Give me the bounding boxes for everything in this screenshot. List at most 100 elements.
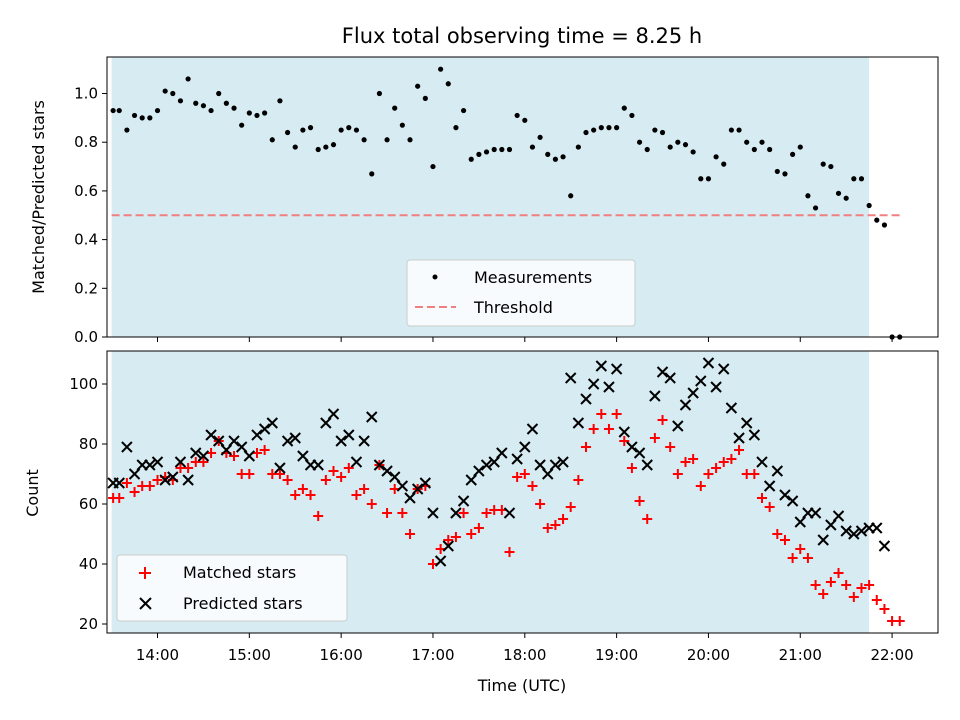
measurement-point: [675, 139, 681, 145]
measurement-point: [560, 154, 566, 160]
measurement-point: [705, 176, 712, 182]
measurement-point: [445, 81, 451, 87]
matched-star-point: [366, 499, 377, 509]
predicted-star-point: [710, 381, 722, 393]
predicted-star-point: [197, 450, 210, 462]
measurement-point: [369, 171, 375, 177]
predicted-star-point: [121, 441, 133, 453]
matched-star-point: [596, 409, 607, 419]
legend-plus-marker: [139, 567, 151, 579]
matched-star-point: [573, 475, 584, 485]
predicted-star-point: [618, 426, 630, 438]
measurement-point: [154, 107, 161, 114]
matched-star-point: [458, 508, 469, 518]
matched-star-point: [359, 484, 370, 494]
matched-star-point: [336, 472, 347, 482]
x-tick-label: 17:00: [411, 646, 454, 664]
measurement-point: [460, 107, 467, 114]
measurement-point: [728, 127, 734, 133]
measurement-point: [545, 151, 551, 157]
measurement-point: [805, 193, 811, 199]
matched-star-point: [519, 469, 530, 479]
measurement-point: [751, 146, 757, 153]
predicted-star-point: [809, 507, 822, 519]
matched-star-point: [121, 478, 132, 488]
matched-star-point: [703, 469, 714, 479]
y-tick-label: 0.2: [74, 279, 98, 297]
predicted-star-point: [473, 465, 485, 477]
matched-star-point: [114, 493, 125, 503]
y-tick-label: 60: [79, 495, 98, 513]
measurement-point: [644, 146, 650, 153]
predicted-star-point: [626, 441, 638, 453]
measurement-point: [866, 202, 872, 209]
predicted-star-point: [350, 456, 363, 468]
measurement-point: [583, 129, 589, 136]
predicted-star-point: [526, 423, 539, 435]
measurement-point: [514, 112, 520, 119]
measurement-point: [407, 137, 413, 143]
measurement-point: [851, 176, 857, 182]
matched-star-point: [695, 481, 706, 491]
measurement-point: [629, 112, 635, 119]
y-tick-label: 80: [79, 435, 98, 453]
predicted-star-point: [496, 447, 508, 459]
measurement-point: [759, 139, 765, 145]
predicted-star-point: [649, 390, 661, 402]
legend-measurements: Measurements: [474, 268, 592, 287]
predicted-star-point: [427, 507, 439, 519]
measurement-point: [606, 125, 612, 131]
measurement-point: [116, 107, 122, 114]
matched-star-point: [183, 463, 194, 473]
measurement-point: [790, 151, 796, 157]
measurement-point: [575, 144, 581, 150]
measurement-point: [858, 176, 865, 182]
matched-star-point: [550, 520, 561, 530]
count-plot-frame: [106, 350, 939, 634]
predicted-star-point: [373, 459, 386, 471]
measurement-point: [346, 125, 352, 131]
predicted-star-point: [564, 372, 577, 384]
count-panel: 20 40 60 80 100 14:00 15:00 16:00 17:00 18:00 19:…: [23, 350, 939, 695]
matched-star-point: [856, 583, 867, 593]
measurement-point: [277, 98, 283, 104]
matched-star-point: [274, 469, 285, 479]
measurement-point: [208, 107, 214, 114]
x-tick-label: 22:00: [870, 646, 913, 664]
predicted-star-point: [733, 432, 745, 444]
matched-star-point: [481, 508, 492, 518]
x-tick-label: 18:00: [503, 646, 546, 664]
predicted-star-point: [786, 495, 799, 507]
predicted-star-point: [672, 420, 684, 432]
matched-star-point: [320, 475, 331, 485]
matched-star-point: [764, 502, 775, 512]
predicted-star-point: [343, 429, 355, 441]
measurement-point: [659, 129, 666, 136]
matched-star-point: [787, 553, 798, 563]
ratio-y-ticks: 0.0 0.2 0.4 0.6 0.8 1.0: [74, 85, 107, 346]
measurement-point: [614, 125, 620, 131]
measurement-point: [223, 100, 229, 106]
measurement-point: [330, 142, 337, 148]
measurement-point: [667, 144, 673, 150]
measurement-point: [392, 105, 398, 111]
measurement-point: [284, 129, 291, 136]
predicted-star-point: [656, 366, 669, 378]
measurement-point: [690, 149, 696, 155]
predicted-star-point: [725, 402, 738, 414]
predicted-star-point: [411, 483, 424, 495]
measurement-point: [323, 144, 329, 150]
matched-star-point: [603, 424, 614, 434]
y-tick-label: 40: [79, 555, 98, 573]
y-tick-label: 0.8: [74, 133, 98, 151]
measurement-point: [162, 88, 168, 94]
predicted-star-point: [480, 459, 493, 471]
predicted-star-point: [580, 393, 592, 405]
matched-star-point: [473, 523, 484, 533]
measurement-point: [682, 142, 689, 148]
measurement-point: [483, 149, 490, 155]
matched-star-point: [680, 457, 691, 467]
predicted-star-point: [442, 540, 454, 552]
predicted-star-point: [763, 480, 776, 492]
legend-predicted-stars: Predicted stars: [183, 594, 303, 613]
